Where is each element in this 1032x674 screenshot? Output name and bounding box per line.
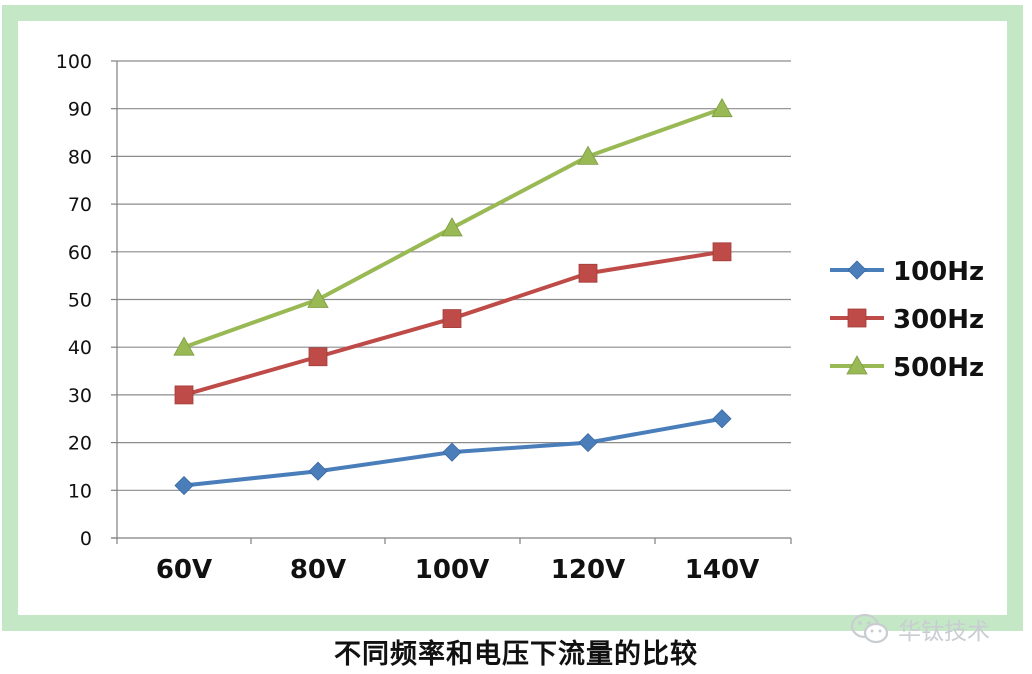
data-point-100hz xyxy=(442,442,462,462)
data-point-300hz xyxy=(712,242,732,262)
y-tick-label: 90 xyxy=(68,99,92,121)
legend-marker-500hz xyxy=(846,355,868,375)
y-tick-label: 80 xyxy=(68,146,92,168)
data-point-100hz xyxy=(712,409,732,429)
legend-label-500hz: 500Hz xyxy=(893,353,984,383)
legend-marker-300hz xyxy=(847,308,867,328)
legend-label-300hz: 300Hz xyxy=(893,305,984,335)
data-point-300hz xyxy=(578,263,598,283)
data-point-500hz xyxy=(173,336,195,356)
x-tick-label: 140V xyxy=(685,555,759,585)
data-point-300hz xyxy=(174,385,194,405)
y-tick-label: 40 xyxy=(68,337,92,359)
y-tick-label: 10 xyxy=(68,480,92,502)
y-tick-label: 100 xyxy=(56,51,92,73)
series-100hz xyxy=(174,409,732,496)
data-point-300hz xyxy=(308,347,328,367)
data-point-500hz xyxy=(577,145,599,165)
y-tick-label: 50 xyxy=(68,290,92,312)
legend-label-100hz: 100Hz xyxy=(893,257,984,287)
chart-caption: 不同频率和电压下流量的比较 xyxy=(334,639,698,670)
series-300hz xyxy=(174,242,732,405)
data-point-500hz xyxy=(711,97,733,118)
y-tick-label: 70 xyxy=(68,194,92,216)
x-tick-labels: 60V 80V 100V 120V 140V xyxy=(156,555,759,585)
watermark-text: 华钛技术 xyxy=(898,619,990,645)
data-point-500hz xyxy=(307,288,329,308)
legend-item-100hz: 100Hz xyxy=(830,257,984,287)
series-500hz xyxy=(173,97,733,356)
data-point-100hz xyxy=(174,475,194,496)
x-tick-label: 100V xyxy=(415,555,489,585)
x-tick-label: 80V xyxy=(290,555,346,585)
y-tick-label: 60 xyxy=(68,242,92,264)
wechat-icon xyxy=(850,613,889,644)
axes xyxy=(111,60,792,544)
watermark: 华钛技术 xyxy=(850,609,990,649)
legend-item-300hz: 300Hz xyxy=(830,305,984,335)
data-point-100hz xyxy=(308,461,328,481)
y-tick-label: 0 xyxy=(80,528,92,550)
series-group xyxy=(173,97,733,496)
y-tick-labels: 0 10 20 30 40 50 60 70 80 90 100 xyxy=(56,51,92,550)
legend-item-500hz: 500Hz xyxy=(830,353,984,383)
x-tick-label: 60V xyxy=(156,555,212,585)
y-tick-label: 20 xyxy=(68,433,92,455)
data-point-500hz xyxy=(441,217,463,237)
y-tick-label: 30 xyxy=(68,385,92,407)
x-tick-label: 120V xyxy=(551,555,625,585)
data-point-100hz xyxy=(578,433,598,453)
legend: 100Hz 300Hz 500Hz xyxy=(830,257,984,383)
data-point-300hz xyxy=(442,309,462,328)
legend-marker-100hz xyxy=(847,260,867,280)
gridlines xyxy=(117,60,791,491)
